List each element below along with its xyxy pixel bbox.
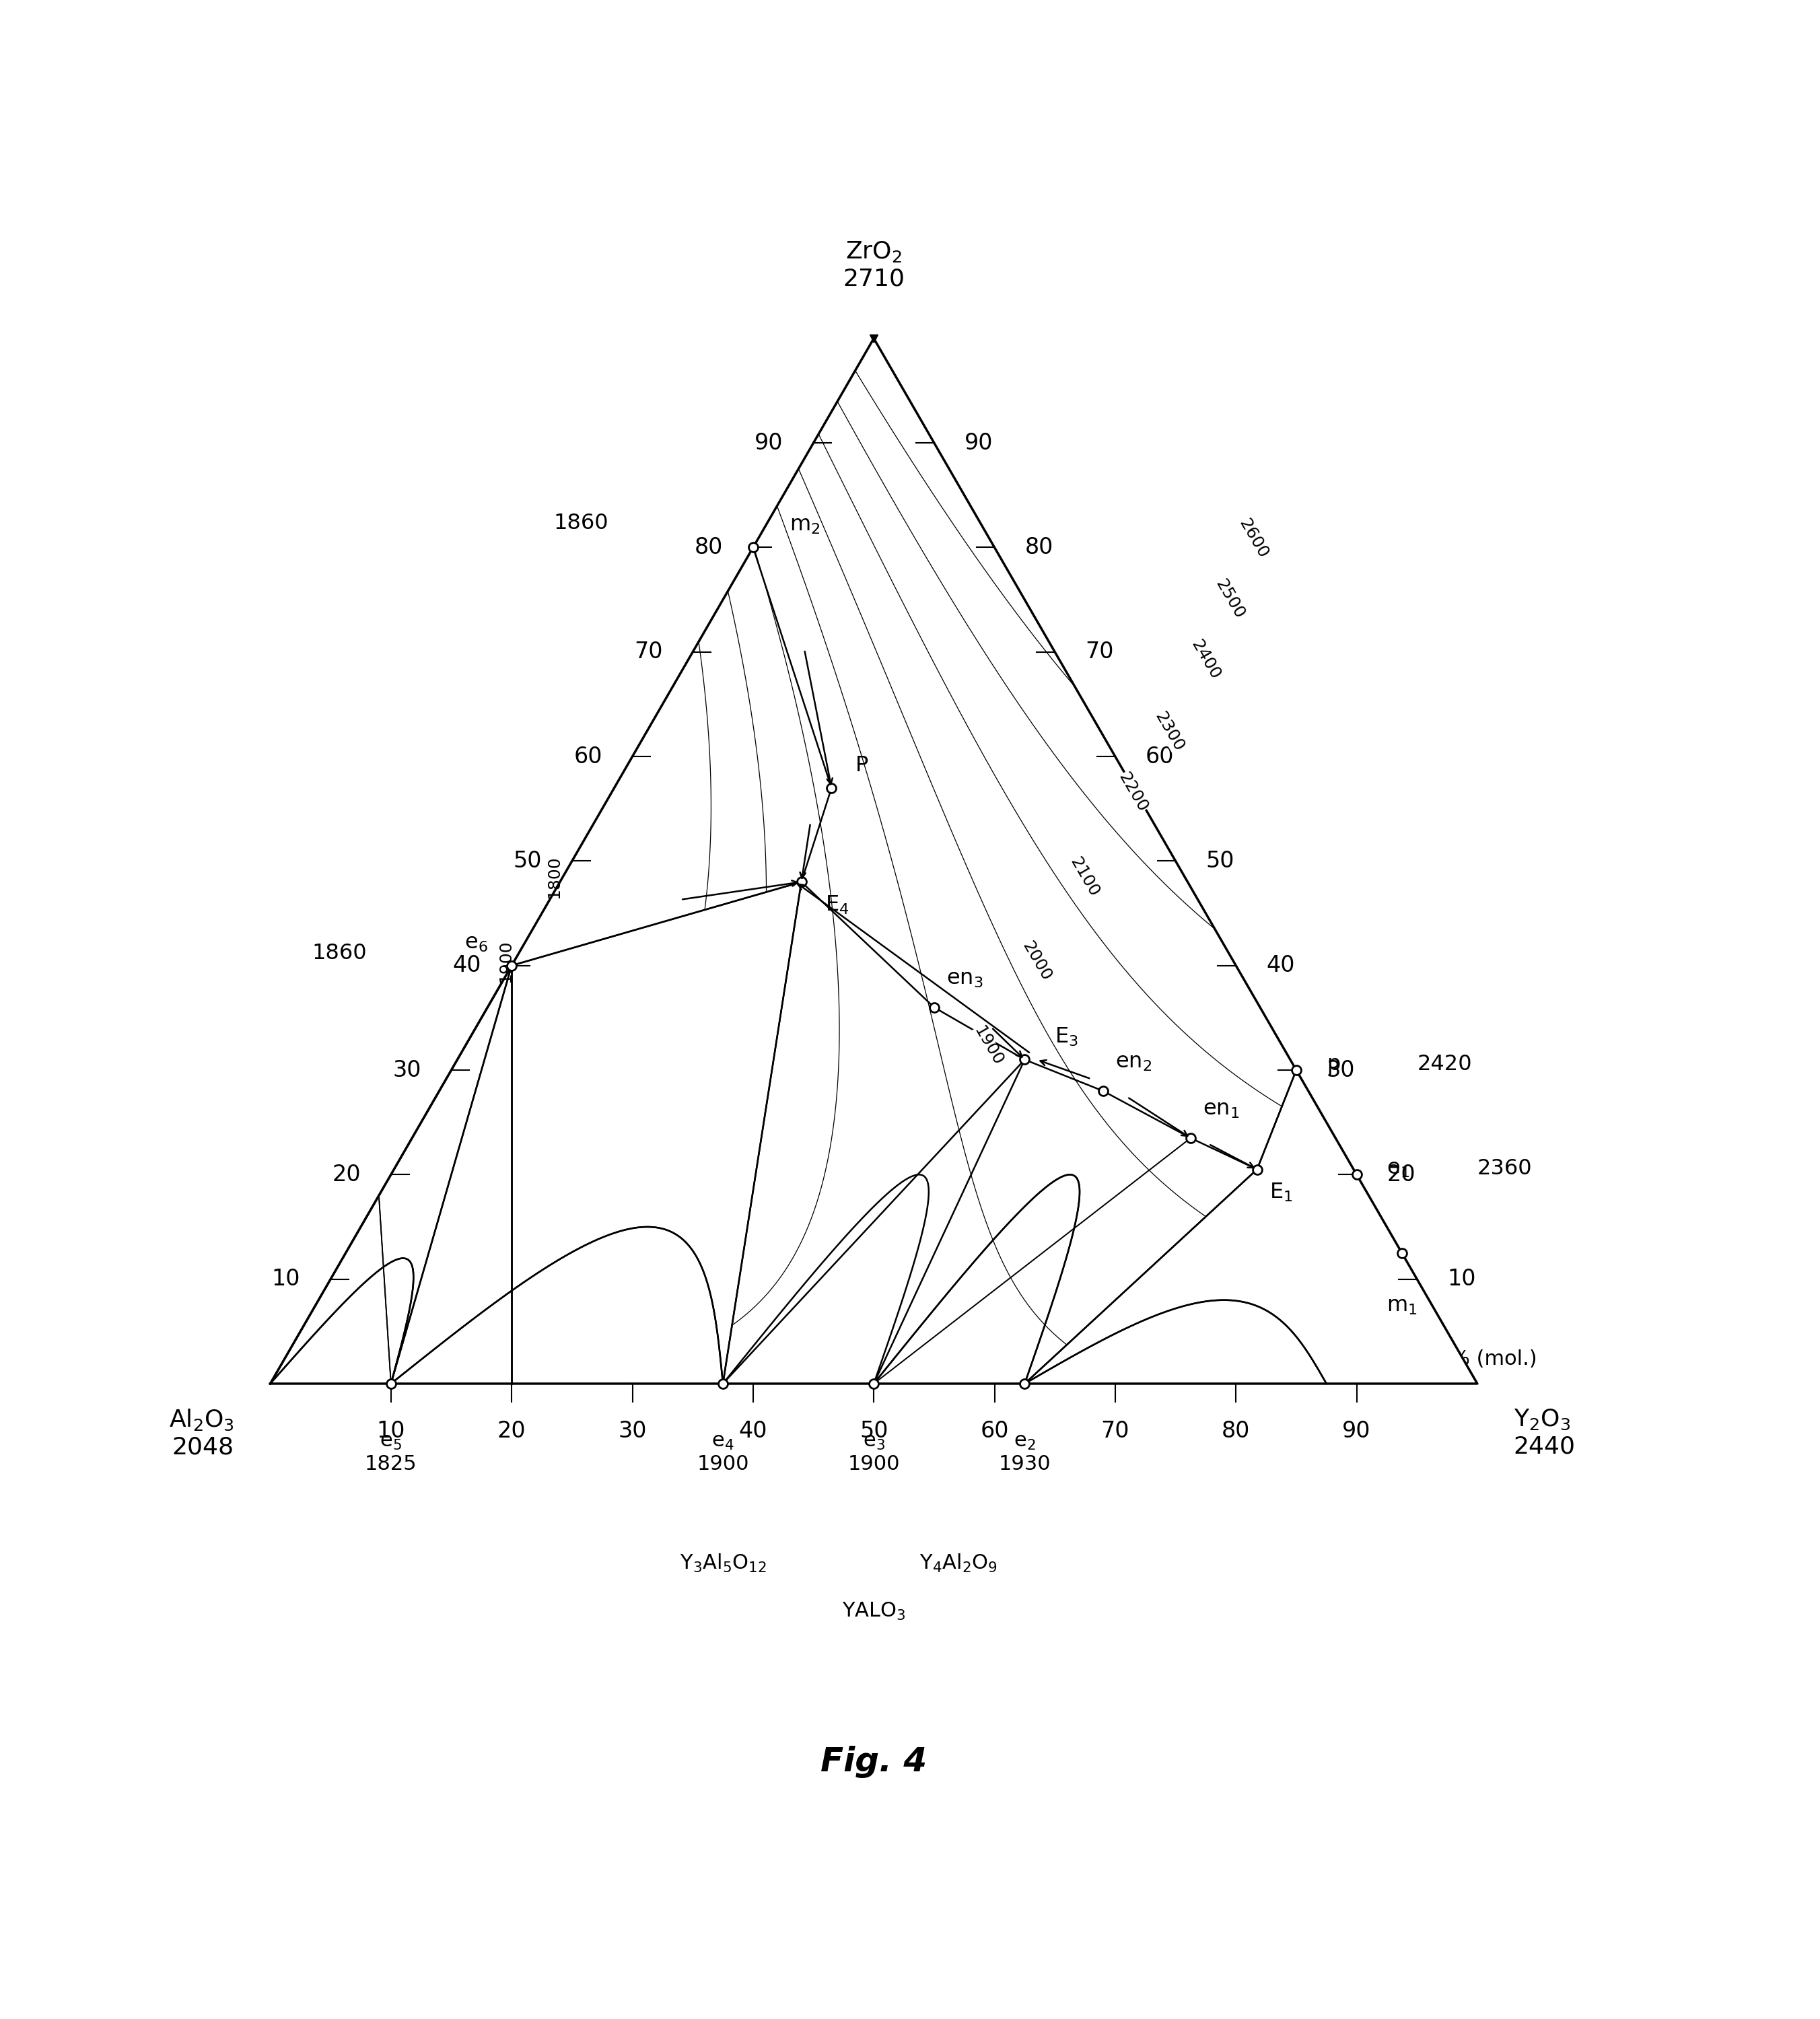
Text: % (mol.): % (mol.) — [1451, 1349, 1536, 1369]
Text: 60: 60 — [981, 1419, 1008, 1442]
Text: e$_5$
1825: e$_5$ 1825 — [364, 1431, 417, 1474]
Text: 2100: 2100 — [1067, 854, 1103, 898]
Text: 1900: 1900 — [970, 1024, 1006, 1068]
Text: e$_2$
1930: e$_2$ 1930 — [999, 1431, 1050, 1474]
Text: YALO$_3$: YALO$_3$ — [843, 1601, 906, 1621]
Text: 10: 10 — [1447, 1268, 1476, 1290]
Text: 40: 40 — [1267, 955, 1294, 977]
Text: Y$_3$Al$_5$O$_{12}$: Y$_3$Al$_5$O$_{12}$ — [679, 1553, 766, 1575]
Text: 2500: 2500 — [1212, 577, 1247, 622]
Text: m$_2$: m$_2$ — [790, 515, 819, 535]
Text: 30: 30 — [619, 1419, 646, 1442]
Text: 2200: 2200 — [1116, 769, 1150, 816]
Text: e$_1$: e$_1$ — [1387, 1159, 1410, 1179]
Text: 2400: 2400 — [1188, 636, 1223, 682]
Polygon shape — [1025, 1070, 1478, 1383]
Text: 20: 20 — [497, 1419, 526, 1442]
Text: 1860: 1860 — [311, 943, 368, 963]
Text: 40: 40 — [739, 1419, 768, 1442]
Text: Y$_4$Al$_2$O$_9$: Y$_4$Al$_2$O$_9$ — [919, 1553, 997, 1575]
Text: 30: 30 — [1327, 1060, 1356, 1082]
Text: ZrO$_2$
2710: ZrO$_2$ 2710 — [843, 240, 905, 291]
Text: 20: 20 — [1387, 1163, 1416, 1185]
Text: P: P — [855, 755, 868, 775]
Text: Y$_2$O$_3$
2440: Y$_2$O$_3$ 2440 — [1514, 1407, 1576, 1458]
Text: 1860: 1860 — [553, 513, 608, 533]
Text: 70: 70 — [633, 640, 662, 662]
Text: Fig. 4: Fig. 4 — [821, 1746, 926, 1779]
Text: p: p — [1327, 1054, 1340, 1074]
Text: 10: 10 — [377, 1419, 406, 1442]
Text: en$_2$: en$_2$ — [1116, 1052, 1152, 1072]
Polygon shape — [269, 882, 801, 1383]
Text: 50: 50 — [1205, 850, 1234, 872]
Text: 50: 50 — [513, 850, 542, 872]
Text: m$_1$: m$_1$ — [1387, 1296, 1418, 1316]
Text: 2300: 2300 — [1152, 709, 1187, 755]
Text: E$_4$: E$_4$ — [826, 894, 850, 917]
Text: 70: 70 — [1101, 1419, 1130, 1442]
Text: 20: 20 — [331, 1163, 360, 1185]
Text: 1800: 1800 — [546, 856, 562, 898]
Text: 40: 40 — [453, 955, 482, 977]
Text: 90: 90 — [755, 432, 783, 454]
Text: E$_3$: E$_3$ — [1056, 1026, 1077, 1048]
Text: 60: 60 — [1145, 745, 1174, 767]
Text: en$_3$: en$_3$ — [946, 969, 983, 989]
Text: 2000: 2000 — [1019, 939, 1054, 983]
Text: 90: 90 — [1343, 1419, 1370, 1442]
Text: 1900: 1900 — [497, 941, 513, 983]
Text: e$_6$: e$_6$ — [464, 933, 488, 953]
Text: 70: 70 — [1085, 640, 1114, 662]
Text: Al$_2$O$_3$
2048: Al$_2$O$_3$ 2048 — [169, 1407, 235, 1460]
Text: E$_1$: E$_1$ — [1269, 1181, 1292, 1203]
Text: 2360: 2360 — [1478, 1159, 1532, 1179]
Text: 80: 80 — [1221, 1419, 1250, 1442]
Text: 30: 30 — [393, 1060, 420, 1082]
Text: e$_3$
1900: e$_3$ 1900 — [848, 1431, 899, 1474]
Text: e$_4$
1900: e$_4$ 1900 — [697, 1431, 750, 1474]
Text: 50: 50 — [859, 1419, 888, 1442]
Text: 10: 10 — [271, 1268, 300, 1290]
Text: 90: 90 — [965, 432, 994, 454]
Text: 2420: 2420 — [1418, 1054, 1472, 1074]
Text: en$_1$: en$_1$ — [1203, 1098, 1239, 1121]
Text: 80: 80 — [1025, 537, 1054, 559]
Text: 60: 60 — [573, 745, 602, 767]
Text: 80: 80 — [695, 537, 723, 559]
Text: 2600: 2600 — [1236, 517, 1272, 561]
